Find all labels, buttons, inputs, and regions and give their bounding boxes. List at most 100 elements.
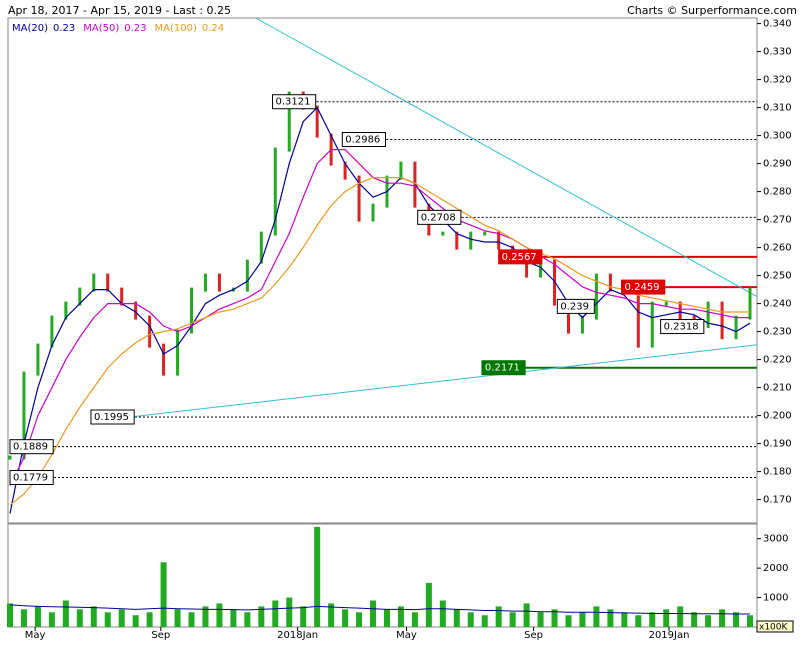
volume-bar xyxy=(593,606,600,627)
x-tick-label: 2019Jan xyxy=(649,630,690,641)
price-bar xyxy=(580,315,584,334)
price-bar xyxy=(720,301,724,340)
x-tick-label: Sep xyxy=(524,630,543,641)
volume-bar xyxy=(397,606,404,627)
legend-name: MA(100) xyxy=(155,23,197,34)
volume-bar xyxy=(328,603,335,627)
level-label: 0.2318 xyxy=(664,322,699,333)
volume-bar xyxy=(481,615,488,627)
volume-bar xyxy=(20,609,27,627)
price-panel xyxy=(7,17,758,524)
volume-bar xyxy=(272,600,279,627)
volume-bar xyxy=(356,612,363,627)
price-bar xyxy=(78,287,82,306)
level-label-box xyxy=(417,209,462,225)
price-bar xyxy=(106,273,110,292)
price-bar xyxy=(8,455,12,460)
y-tick-label: 0.190 xyxy=(763,439,792,450)
volume-bar xyxy=(188,612,195,627)
volume-ma xyxy=(9,604,750,615)
price-bar xyxy=(92,273,96,292)
volume-bar xyxy=(607,609,614,627)
volume-bar xyxy=(370,600,377,627)
y-tick-label: 0.200 xyxy=(763,411,792,422)
volume-bar xyxy=(649,612,656,627)
price-bar xyxy=(441,231,445,236)
volume-bar xyxy=(719,609,726,627)
volume-bar xyxy=(691,612,698,627)
y-tick-label: 0.170 xyxy=(763,495,792,506)
volume-bar xyxy=(565,615,572,627)
price-bar xyxy=(525,259,529,278)
level-label-box xyxy=(9,439,54,455)
level-label: 0.2986 xyxy=(345,135,380,146)
y-tick-label: 0.340 xyxy=(763,19,792,30)
price-bar xyxy=(636,287,640,348)
volume-panel xyxy=(7,523,758,628)
level-label: 0.2567 xyxy=(502,252,537,263)
level-label: 0.2171 xyxy=(485,363,520,374)
price-bar xyxy=(176,329,180,376)
y-tick-label: 0.220 xyxy=(763,355,792,366)
level-label-box xyxy=(341,132,387,148)
price-bar xyxy=(664,301,668,306)
price-bar xyxy=(483,231,487,236)
price-bar xyxy=(357,175,361,222)
y-tick-label: 0.230 xyxy=(763,327,792,338)
price-bar xyxy=(608,273,612,292)
volume-bar xyxy=(509,612,516,627)
volume-bar xyxy=(244,612,251,627)
y-tick-label: 0.280 xyxy=(763,187,792,198)
price-bar xyxy=(497,231,501,250)
price-bar xyxy=(148,315,152,348)
volume-bar xyxy=(230,609,237,627)
volume-bar xyxy=(48,612,55,627)
price-bar xyxy=(343,161,347,180)
price-bar xyxy=(134,301,138,320)
volume-bar xyxy=(90,606,97,627)
legend-name: MA(20) xyxy=(12,23,48,34)
y-tick-label: 0.310 xyxy=(763,103,792,114)
volume-bar xyxy=(495,606,502,627)
volume-bar xyxy=(523,603,530,627)
volume-bar xyxy=(551,609,558,627)
volume-bar xyxy=(579,612,586,627)
y-tick-label: 0.210 xyxy=(763,383,792,394)
volume-bar xyxy=(7,603,13,627)
price-bar xyxy=(469,231,473,250)
price-bar xyxy=(245,259,249,292)
price-bar xyxy=(650,301,654,348)
legend-value: 0.23 xyxy=(124,23,146,34)
level-label-box xyxy=(660,319,705,335)
volume-bar xyxy=(104,612,111,627)
price-bar xyxy=(22,371,26,460)
price-bar xyxy=(539,259,543,278)
volume-bar xyxy=(411,612,418,627)
trendline xyxy=(130,344,758,418)
y-tick-label: 0.260 xyxy=(763,243,792,254)
volume-bar xyxy=(677,606,684,627)
price-bar xyxy=(706,301,710,328)
price-bar xyxy=(273,147,277,236)
volume-bar xyxy=(118,609,125,627)
level-label: 0.1779 xyxy=(13,472,48,483)
legend-name: MA(50) xyxy=(83,23,119,34)
price-bar xyxy=(64,301,68,320)
volume-bar xyxy=(537,612,544,627)
moving-average xyxy=(9,149,750,486)
volume-bar xyxy=(383,609,390,627)
legend-value: 0.24 xyxy=(202,23,224,34)
price-bar xyxy=(413,161,417,208)
moving-average xyxy=(9,106,751,514)
price-bar xyxy=(120,287,124,306)
level-label-box xyxy=(498,249,543,265)
level-label: 0.239 xyxy=(560,301,589,312)
volume-bar xyxy=(146,612,153,627)
volume-bar xyxy=(621,612,628,627)
y-tick-label: 0.250 xyxy=(763,271,792,282)
y-tick-label: 0.180 xyxy=(763,467,792,478)
volume-tick-label: 1000 xyxy=(763,593,788,604)
price-bar xyxy=(217,273,221,292)
price-bar xyxy=(287,91,291,152)
x-tick-label: May xyxy=(25,630,46,641)
